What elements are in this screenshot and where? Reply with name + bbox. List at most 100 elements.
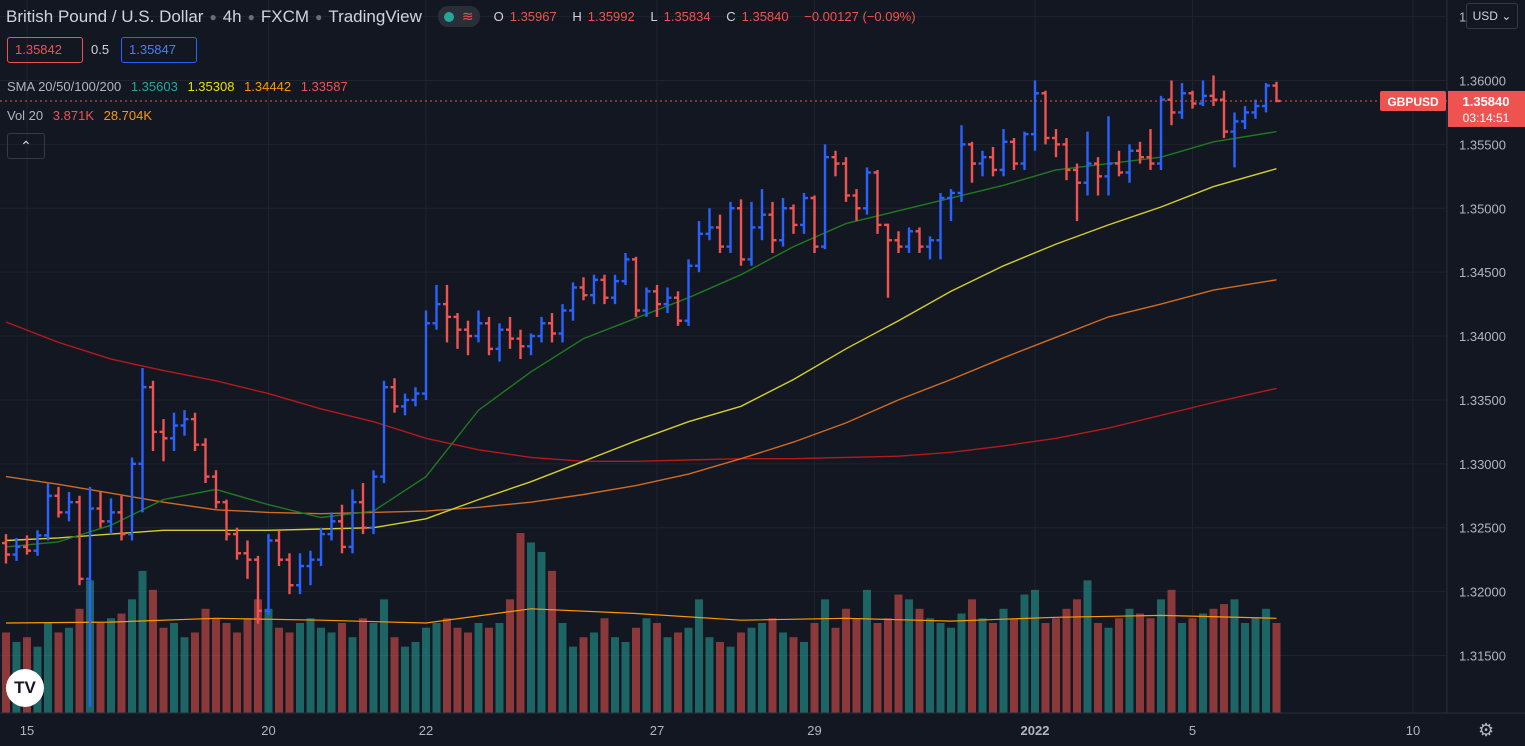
volume-bar — [947, 627, 955, 713]
ohlc-bar — [1031, 80, 1039, 151]
market-status-toggle[interactable]: ≋ — [437, 6, 480, 27]
volume-bar — [527, 542, 535, 713]
volume-bar — [485, 627, 493, 713]
volume-bar — [663, 637, 672, 713]
ohlc-bar — [611, 274, 619, 305]
volume-bar — [968, 599, 976, 713]
ohlc-bar — [191, 412, 199, 452]
ohlc-bar — [138, 368, 147, 513]
symbol-legend: British Pound / U.S. Dollar ● 4h ● FXCM … — [6, 6, 922, 27]
price-tick-label: 1.36000 — [1459, 74, 1506, 89]
ohlc-bar — [695, 221, 703, 273]
time-axis[interactable]: 1520222729202251012 — [20, 723, 1525, 738]
volume-bar — [401, 646, 409, 713]
volume-bar — [180, 637, 189, 713]
last-price-marker: GBPUSD 1.35840 03:14:51 — [0, 90, 1525, 127]
ohlc-bar — [632, 256, 640, 317]
volume-bar — [411, 641, 420, 713]
time-tick-label: 2022 — [1021, 723, 1050, 738]
volume-bar — [726, 646, 735, 713]
ohlc-bar — [233, 527, 241, 560]
volume-bar — [222, 623, 231, 713]
low-label: L — [650, 9, 658, 24]
time-tick-label: 22 — [419, 723, 433, 738]
sma50-value: 1.35308 — [187, 79, 235, 94]
interval-label[interactable]: 4h — [222, 6, 242, 26]
volume-bar — [495, 623, 504, 713]
volume-bar — [852, 618, 861, 713]
volume-bar — [1073, 599, 1081, 713]
ohlc-bar — [1146, 129, 1155, 170]
ohlc-bar — [1136, 141, 1144, 164]
ohlc-bar — [915, 227, 924, 253]
ohlc-bar — [821, 144, 829, 250]
volume-bar — [1188, 618, 1197, 713]
volume-bar — [65, 627, 73, 713]
open-label: O — [493, 9, 504, 24]
volume-legend[interactable]: Vol 20 3.871K 28.704K — [7, 108, 158, 123]
ohlc-bar — [726, 201, 735, 253]
volume-bar — [621, 641, 630, 713]
ohlc-bar — [810, 195, 819, 253]
separator-dot: ● — [209, 9, 217, 24]
platform-label: TradingView — [328, 6, 422, 26]
ohlc-bar — [254, 555, 262, 624]
symbol-name[interactable]: British Pound / U.S. Dollar — [6, 6, 204, 26]
volume-bar — [779, 632, 787, 713]
volume-bar — [1052, 618, 1060, 713]
volume-bar — [275, 627, 283, 713]
volume-bar — [2, 632, 10, 713]
volume-bar — [96, 623, 105, 713]
volume-bar — [642, 618, 651, 713]
volume-bar — [1167, 589, 1176, 713]
ohlc-bar — [453, 313, 462, 349]
ohlc-bar — [1125, 144, 1134, 183]
ohlc-bar — [285, 553, 294, 595]
ohlc-bar — [1104, 116, 1113, 196]
volume-bar — [348, 637, 357, 713]
ohlc-bar — [222, 499, 231, 541]
separator-dot: ● — [247, 9, 255, 24]
ohlc-bar — [663, 287, 672, 314]
sma-legend[interactable]: SMA 20/50/100/200 1.35603 1.35308 1.3444… — [7, 79, 354, 94]
ohlc-bar — [296, 553, 304, 595]
volume-bar — [338, 623, 346, 713]
separator-dot: ● — [315, 9, 323, 24]
gear-icon[interactable]: ⚙ — [1478, 720, 1495, 740]
ohlc-bar — [327, 512, 336, 541]
volume-bar — [1115, 618, 1123, 713]
volume-bar — [44, 623, 52, 713]
ohlc-bar — [201, 438, 210, 483]
currency-label: USD — [1472, 9, 1498, 23]
tradingview-logo[interactable]: TV — [6, 669, 44, 707]
volume-bar — [138, 570, 147, 713]
volume-bar — [999, 608, 1008, 713]
ohlc-bar — [1209, 75, 1218, 107]
volume-bar — [369, 623, 378, 713]
ohlc-bar — [86, 486, 94, 707]
sma200-value: 1.33587 — [300, 79, 348, 94]
ohlc-bar — [1094, 157, 1102, 196]
ohlc-bar — [590, 274, 598, 305]
volume-bar — [422, 627, 430, 713]
ohlc-bar — [873, 169, 882, 234]
sma100-value: 1.34442 — [244, 79, 292, 94]
ohlc-bar — [1052, 129, 1060, 158]
buy-button[interactable]: 1.35847 — [121, 37, 197, 63]
time-tick-label: 15 — [20, 723, 34, 738]
collapse-legend-button[interactable]: ⌃ — [7, 133, 45, 159]
currency-dropdown[interactable]: USD ⌄ — [1466, 3, 1518, 29]
ohlc-bar — [852, 189, 861, 222]
ohlc-bar — [884, 223, 892, 298]
moving-averages — [5, 130, 1277, 624]
sma20-value: 1.35603 — [130, 79, 178, 94]
volume-bar — [191, 632, 199, 713]
ohlc-bar — [947, 189, 955, 222]
time-tick-label: 27 — [650, 723, 664, 738]
ohlc-bar — [653, 284, 661, 317]
sell-button[interactable]: 1.35842 — [7, 37, 83, 63]
ohlc-bar — [54, 486, 63, 518]
volume-bar — [327, 632, 336, 713]
ohlc-bar — [180, 410, 189, 436]
